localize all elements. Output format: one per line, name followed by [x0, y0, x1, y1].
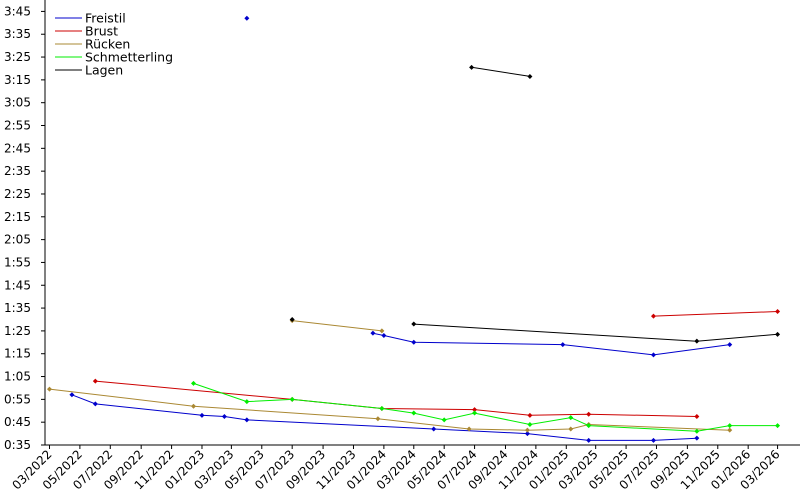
y-tick-label: 1:45 — [4, 278, 31, 292]
data-point — [411, 410, 417, 416]
data-point — [370, 330, 376, 336]
data-point — [527, 421, 533, 427]
data-point — [469, 64, 475, 70]
data-point — [411, 339, 417, 345]
data-point — [379, 405, 385, 411]
data-point — [244, 15, 250, 21]
y-tick-label: 1:15 — [4, 347, 31, 361]
y-tick-label: 2:25 — [4, 187, 31, 201]
data-point — [524, 427, 530, 433]
data-point — [775, 309, 781, 314]
data-point — [289, 396, 295, 402]
data-point — [191, 380, 197, 386]
data-point — [694, 435, 700, 441]
series-line — [292, 320, 382, 332]
series-line — [653, 311, 778, 317]
data-point — [568, 426, 574, 432]
data-point — [431, 426, 437, 432]
data-point — [694, 338, 700, 344]
legend-label: Rücken — [85, 37, 130, 52]
series-line — [95, 380, 697, 417]
data-point — [221, 413, 227, 419]
data-point — [92, 378, 98, 384]
series-line — [471, 66, 530, 77]
data-point — [727, 427, 733, 433]
y-tick-label: 2:55 — [4, 119, 31, 133]
data-point — [472, 407, 478, 413]
data-point — [92, 401, 98, 407]
y-tick-label: 3:35 — [4, 27, 31, 41]
data-point — [694, 428, 700, 434]
data-point — [586, 437, 592, 443]
series-lagen — [289, 64, 781, 344]
data-point — [472, 410, 478, 416]
data-point — [560, 342, 566, 348]
data-point — [441, 417, 447, 423]
series-line — [413, 323, 778, 342]
data-point — [69, 392, 75, 398]
y-tick-label: 2:35 — [4, 164, 31, 178]
data-point — [727, 423, 733, 429]
data-point — [727, 342, 733, 348]
y-tick-label: 1:05 — [4, 370, 31, 384]
data-point — [775, 423, 781, 429]
data-point — [527, 412, 533, 418]
series-freistil — [69, 15, 733, 443]
y-tick-label: 0:55 — [4, 392, 31, 406]
series-schmetterling — [191, 380, 781, 434]
chart-axes: 0:35 0:45 0:55 1:05 1:15 1:25 1:35 1:45 1:55 2:05… — [4, 0, 800, 492]
data-point — [244, 399, 250, 405]
y-tick-label: 2:15 — [4, 210, 31, 224]
data-point — [586, 411, 592, 417]
data-point — [244, 417, 250, 423]
series-line — [71, 394, 697, 441]
data-point — [568, 415, 574, 421]
series-line — [193, 382, 778, 432]
data-point — [650, 352, 656, 358]
data-point — [650, 313, 656, 319]
y-tick-label: 0:35 — [4, 438, 31, 452]
y-tick-label: 2:05 — [4, 233, 31, 247]
legend-label: Schmetterling — [85, 50, 173, 65]
data-point — [191, 403, 197, 409]
data-point — [586, 423, 592, 429]
series-r-cken — [46, 318, 733, 433]
series-line — [49, 388, 730, 431]
y-tick-label: 1:55 — [4, 255, 31, 269]
data-point — [46, 386, 52, 392]
legend-label: Brust — [85, 24, 118, 39]
y-tick-label: 1:25 — [4, 324, 31, 338]
data-point — [381, 332, 387, 338]
data-point — [650, 437, 656, 443]
legend-label: Lagen — [85, 63, 123, 78]
y-tick-label: 3:05 — [4, 96, 31, 110]
data-point — [199, 412, 205, 418]
y-tick-label: 2:45 — [4, 141, 31, 155]
data-point — [524, 431, 530, 437]
y-tick-label: 3:15 — [4, 73, 31, 87]
series-line — [372, 332, 730, 356]
data-point — [527, 73, 533, 79]
y-tick-label: 0:45 — [4, 415, 31, 429]
data-point — [466, 426, 472, 432]
data-point — [289, 316, 295, 322]
data-point — [694, 413, 700, 419]
series-layer — [46, 15, 781, 443]
data-point — [379, 328, 385, 334]
y-tick-label: 1:35 — [4, 301, 31, 315]
y-tick-label: 3:45 — [4, 4, 31, 18]
data-point — [775, 331, 781, 337]
legend-label: Freistil — [85, 11, 126, 26]
data-point — [375, 416, 381, 422]
data-point — [411, 321, 417, 327]
y-tick-label: 3:25 — [4, 50, 31, 64]
